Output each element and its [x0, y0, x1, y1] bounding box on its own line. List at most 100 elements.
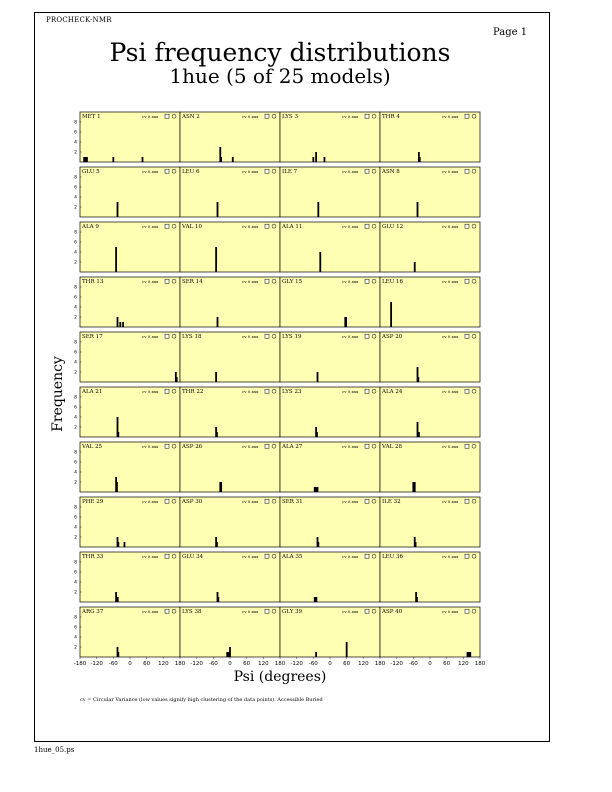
accessible-icon	[171, 608, 177, 614]
psi-bar	[315, 652, 318, 657]
panel-34	[179, 551, 281, 603]
buried-icon	[164, 608, 170, 614]
accessible-icon	[371, 333, 377, 339]
psi-bar	[141, 157, 144, 162]
panel-residue-label: ALA 27	[281, 444, 303, 450]
panel-residue-label: ASP 20	[381, 334, 403, 340]
y-tick-label: 4	[74, 470, 77, 476]
y-tick-label: 6	[74, 185, 77, 191]
panel-15	[279, 276, 381, 328]
accessible-icon	[371, 113, 377, 119]
x-tick-label: 60	[443, 661, 450, 667]
psi-bar	[116, 202, 119, 217]
psi-bar	[215, 247, 218, 272]
psi-bar	[416, 202, 419, 217]
y-tick-label: 6	[74, 515, 77, 521]
buried-icon	[264, 498, 270, 504]
panel-residue-label: GLY 15	[282, 279, 303, 285]
panel-28	[379, 441, 481, 493]
x-tick-label: -120	[390, 661, 403, 667]
psi-bar	[315, 597, 318, 602]
panel-11	[279, 221, 381, 273]
x-tick-label: -120	[90, 661, 103, 667]
accessible-icon	[171, 553, 177, 559]
psi-bar	[219, 147, 222, 162]
panel-cv-label: cv 0.xxx	[342, 444, 359, 449]
panel-cv-label: cv 0.xxx	[142, 554, 159, 559]
panel-cv-label: cv 0.xxx	[342, 169, 359, 174]
psi-bar	[418, 157, 421, 162]
panel-16	[379, 276, 481, 328]
panel-cv-label: cv 0.xxx	[442, 169, 459, 174]
psi-bar	[345, 317, 348, 327]
header-program: PROCHECK-NMR	[46, 16, 112, 24]
x-axis-label: Psi (degrees)	[233, 669, 327, 685]
psi-bar	[220, 482, 223, 492]
panel-cv-label: cv 0.xxx	[342, 554, 359, 559]
buried-icon	[364, 443, 370, 449]
psi-bar	[216, 432, 218, 437]
psi-bar	[315, 152, 318, 162]
accessible-icon	[171, 443, 177, 449]
panel-residue-label: ASP 26	[181, 444, 203, 450]
accessible-icon	[471, 223, 477, 229]
psi-bar	[83, 157, 86, 162]
page-border	[34, 12, 550, 742]
panel-cv-label: cv 0.xxx	[342, 389, 359, 394]
buried-icon	[464, 168, 470, 174]
panel-residue-label: GLY 39	[282, 609, 303, 615]
panel-cv-label: cv 0.xxx	[142, 389, 159, 394]
panel-cv-label: cv 0.xxx	[142, 279, 159, 284]
psi-bar	[217, 597, 220, 602]
panel-13	[79, 276, 181, 328]
buried-icon	[264, 168, 270, 174]
panel-6	[179, 166, 281, 218]
x-tick-label: 60	[343, 661, 350, 667]
panel-cv-label: cv 0.xxx	[242, 114, 259, 119]
panel-cv-label: cv 0.xxx	[342, 224, 359, 229]
panel-residue-label: ALA 24	[381, 389, 403, 395]
panel-residue-label: VAL 25	[81, 444, 102, 450]
panel-31	[279, 496, 381, 548]
accessible-icon	[371, 608, 377, 614]
y-tick-label: 4	[74, 580, 77, 586]
buried-icon	[264, 223, 270, 229]
psi-bar	[84, 157, 87, 162]
psi-bar	[316, 487, 319, 492]
psi-bar	[115, 247, 118, 272]
accessible-icon	[271, 223, 277, 229]
psi-bar	[417, 377, 420, 382]
y-tick-label: 4	[74, 140, 77, 146]
panel-33	[79, 551, 181, 603]
panel-cv-label: cv 0.xxx	[242, 444, 259, 449]
accessible-icon	[371, 168, 377, 174]
y-tick-label: 8	[74, 120, 77, 126]
panel-cv-label: cv 0.xxx	[242, 389, 259, 394]
panel-cv-label: cv 0.xxx	[442, 554, 459, 559]
buried-icon	[264, 113, 270, 119]
accessible-icon	[471, 553, 477, 559]
psi-bar	[116, 417, 119, 437]
psi-bar	[416, 422, 419, 437]
panel-cv-label: cv 0.xxx	[442, 279, 459, 284]
panel-residue-label: THR 13	[82, 279, 104, 285]
psi-bar	[231, 157, 234, 162]
panel-residue-label: LYS 18	[182, 334, 202, 340]
y-tick-label: 4	[74, 305, 77, 311]
buried-icon	[364, 608, 370, 614]
panel-cv-label: cv 0.xxx	[342, 334, 359, 339]
buried-icon	[364, 113, 370, 119]
buried-icon	[364, 278, 370, 284]
buried-icon	[464, 388, 470, 394]
accessible-icon	[471, 333, 477, 339]
panel-residue-label: MET 1	[82, 114, 101, 120]
y-tick-label: 6	[74, 460, 77, 466]
panel-cv-label: cv 0.xxx	[242, 334, 259, 339]
panel-37	[79, 606, 181, 658]
y-tick-label: 2	[74, 425, 77, 431]
buried-icon	[164, 168, 170, 174]
psi-bar	[414, 542, 417, 547]
y-tick-label: 6	[74, 240, 77, 246]
y-tick-label: 8	[74, 450, 77, 456]
panel-cv-label: cv 0.xxx	[242, 609, 259, 614]
